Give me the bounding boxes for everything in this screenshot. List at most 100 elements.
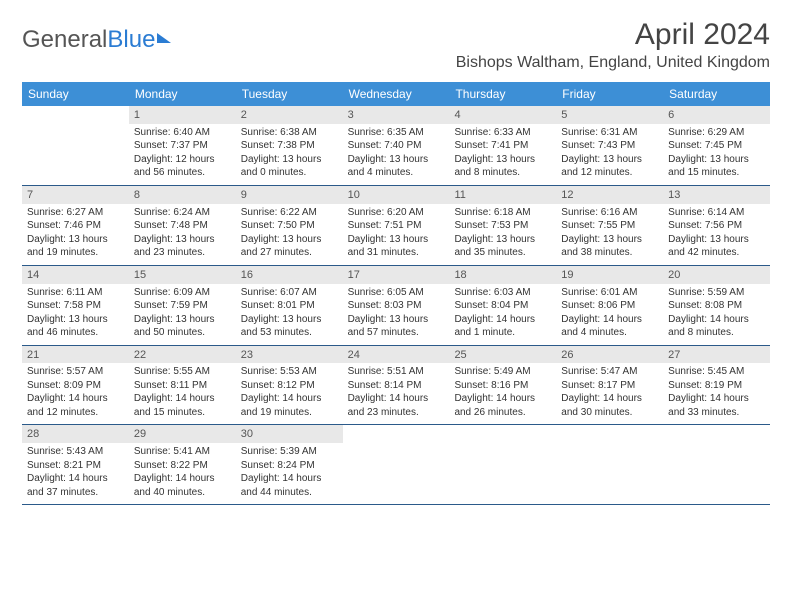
daylight-line: Daylight: 12 hours and 56 minutes. (134, 153, 231, 180)
sunset-line: Sunset: 7:53 PM (454, 219, 551, 233)
sunset-line: Sunset: 8:06 PM (561, 299, 658, 313)
sunrise-line: Sunrise: 5:45 AM (668, 365, 765, 379)
sunrise-line: Sunrise: 6:38 AM (241, 126, 338, 140)
day-header-monday: Monday (129, 82, 236, 106)
calendar-week: 7Sunrise: 6:27 AMSunset: 7:46 PMDaylight… (22, 186, 770, 266)
title-block: April 2024 Bishops Waltham, England, Uni… (456, 18, 770, 72)
calendar-day: 6Sunrise: 6:29 AMSunset: 7:45 PMDaylight… (663, 106, 770, 185)
sunset-line: Sunset: 8:01 PM (241, 299, 338, 313)
sunset-line: Sunset: 7:37 PM (134, 139, 231, 153)
calendar-day: 16Sunrise: 6:07 AMSunset: 8:01 PMDayligh… (236, 266, 343, 345)
sunrise-line: Sunrise: 5:47 AM (561, 365, 658, 379)
calendar-day: 24Sunrise: 5:51 AMSunset: 8:14 PMDayligh… (343, 346, 450, 425)
sunrise-line: Sunrise: 6:40 AM (134, 126, 231, 140)
calendar-day: 20Sunrise: 5:59 AMSunset: 8:08 PMDayligh… (663, 266, 770, 345)
day-number: 14 (22, 266, 129, 284)
calendar-day: 26Sunrise: 5:47 AMSunset: 8:17 PMDayligh… (556, 346, 663, 425)
daylight-line: Daylight: 13 hours and 4 minutes. (348, 153, 445, 180)
calendar-day: 18Sunrise: 6:03 AMSunset: 8:04 PMDayligh… (449, 266, 556, 345)
calendar-day: 25Sunrise: 5:49 AMSunset: 8:16 PMDayligh… (449, 346, 556, 425)
sunrise-line: Sunrise: 5:55 AM (134, 365, 231, 379)
calendar-day: 22Sunrise: 5:55 AMSunset: 8:11 PMDayligh… (129, 346, 236, 425)
daylight-line: Daylight: 13 hours and 8 minutes. (454, 153, 551, 180)
sunrise-line: Sunrise: 6:18 AM (454, 206, 551, 220)
day-number: 2 (236, 106, 343, 124)
sunrise-line: Sunrise: 5:53 AM (241, 365, 338, 379)
sunset-line: Sunset: 8:17 PM (561, 379, 658, 393)
logo: GeneralBlue (22, 26, 171, 54)
daylight-line: Daylight: 14 hours and 15 minutes. (134, 392, 231, 419)
daylight-line: Daylight: 13 hours and 31 minutes. (348, 233, 445, 260)
calendar-day: 13Sunrise: 6:14 AMSunset: 7:56 PMDayligh… (663, 186, 770, 265)
day-number: 25 (449, 346, 556, 364)
sunset-line: Sunset: 8:12 PM (241, 379, 338, 393)
sunset-line: Sunset: 8:22 PM (134, 459, 231, 473)
sunset-line: Sunset: 7:43 PM (561, 139, 658, 153)
day-number: 22 (129, 346, 236, 364)
sunrise-line: Sunrise: 5:59 AM (668, 286, 765, 300)
sunrise-line: Sunrise: 5:57 AM (27, 365, 124, 379)
sunrise-line: Sunrise: 6:01 AM (561, 286, 658, 300)
day-number: 8 (129, 186, 236, 204)
daylight-line: Daylight: 14 hours and 19 minutes. (241, 392, 338, 419)
sunrise-line: Sunrise: 6:35 AM (348, 126, 445, 140)
calendar-day: 27Sunrise: 5:45 AMSunset: 8:19 PMDayligh… (663, 346, 770, 425)
sunset-line: Sunset: 8:24 PM (241, 459, 338, 473)
day-number: 16 (236, 266, 343, 284)
daylight-line: Daylight: 14 hours and 37 minutes. (27, 472, 124, 499)
day-number: 23 (236, 346, 343, 364)
daylight-line: Daylight: 13 hours and 42 minutes. (668, 233, 765, 260)
calendar-day-empty (663, 425, 770, 504)
calendar-week: 14Sunrise: 6:11 AMSunset: 7:58 PMDayligh… (22, 266, 770, 346)
day-number: 28 (22, 425, 129, 443)
day-header-sunday: Sunday (22, 82, 129, 106)
sunrise-line: Sunrise: 6:20 AM (348, 206, 445, 220)
month-title: April 2024 (456, 18, 770, 52)
sunset-line: Sunset: 8:03 PM (348, 299, 445, 313)
day-number: 26 (556, 346, 663, 364)
calendar-day: 28Sunrise: 5:43 AMSunset: 8:21 PMDayligh… (22, 425, 129, 504)
sunrise-line: Sunrise: 5:51 AM (348, 365, 445, 379)
calendar-day: 12Sunrise: 6:16 AMSunset: 7:55 PMDayligh… (556, 186, 663, 265)
day-number: 1 (129, 106, 236, 124)
daylight-line: Daylight: 13 hours and 38 minutes. (561, 233, 658, 260)
sunrise-line: Sunrise: 5:39 AM (241, 445, 338, 459)
daylight-line: Daylight: 13 hours and 27 minutes. (241, 233, 338, 260)
calendar-day: 5Sunrise: 6:31 AMSunset: 7:43 PMDaylight… (556, 106, 663, 185)
calendar-day: 19Sunrise: 6:01 AMSunset: 8:06 PMDayligh… (556, 266, 663, 345)
sunrise-line: Sunrise: 6:14 AM (668, 206, 765, 220)
calendar-day: 7Sunrise: 6:27 AMSunset: 7:46 PMDaylight… (22, 186, 129, 265)
sunset-line: Sunset: 7:46 PM (27, 219, 124, 233)
day-number: 4 (449, 106, 556, 124)
sunset-line: Sunset: 8:04 PM (454, 299, 551, 313)
calendar-day: 21Sunrise: 5:57 AMSunset: 8:09 PMDayligh… (22, 346, 129, 425)
daylight-line: Daylight: 13 hours and 53 minutes. (241, 313, 338, 340)
calendar-day-empty (449, 425, 556, 504)
sunrise-line: Sunrise: 6:29 AM (668, 126, 765, 140)
sunrise-line: Sunrise: 6:33 AM (454, 126, 551, 140)
calendar-day: 10Sunrise: 6:20 AMSunset: 7:51 PMDayligh… (343, 186, 450, 265)
day-number: 29 (129, 425, 236, 443)
day-number: 6 (663, 106, 770, 124)
day-number: 15 (129, 266, 236, 284)
calendar-day: 15Sunrise: 6:09 AMSunset: 7:59 PMDayligh… (129, 266, 236, 345)
daylight-line: Daylight: 13 hours and 0 minutes. (241, 153, 338, 180)
sunset-line: Sunset: 7:50 PM (241, 219, 338, 233)
daylight-line: Daylight: 14 hours and 30 minutes. (561, 392, 658, 419)
daylight-line: Daylight: 13 hours and 23 minutes. (134, 233, 231, 260)
sunset-line: Sunset: 7:56 PM (668, 219, 765, 233)
daylight-line: Daylight: 13 hours and 15 minutes. (668, 153, 765, 180)
calendar-day: 4Sunrise: 6:33 AMSunset: 7:41 PMDaylight… (449, 106, 556, 185)
daylight-line: Daylight: 13 hours and 50 minutes. (134, 313, 231, 340)
calendar-day: 30Sunrise: 5:39 AMSunset: 8:24 PMDayligh… (236, 425, 343, 504)
daylight-line: Daylight: 14 hours and 26 minutes. (454, 392, 551, 419)
sunrise-line: Sunrise: 5:49 AM (454, 365, 551, 379)
sunset-line: Sunset: 8:16 PM (454, 379, 551, 393)
calendar-day-empty (22, 106, 129, 185)
daylight-line: Daylight: 13 hours and 46 minutes. (27, 313, 124, 340)
logo-text-2: Blue (107, 26, 155, 54)
calendar-day: 11Sunrise: 6:18 AMSunset: 7:53 PMDayligh… (449, 186, 556, 265)
sunset-line: Sunset: 8:08 PM (668, 299, 765, 313)
sunset-line: Sunset: 7:38 PM (241, 139, 338, 153)
daylight-line: Daylight: 14 hours and 1 minute. (454, 313, 551, 340)
